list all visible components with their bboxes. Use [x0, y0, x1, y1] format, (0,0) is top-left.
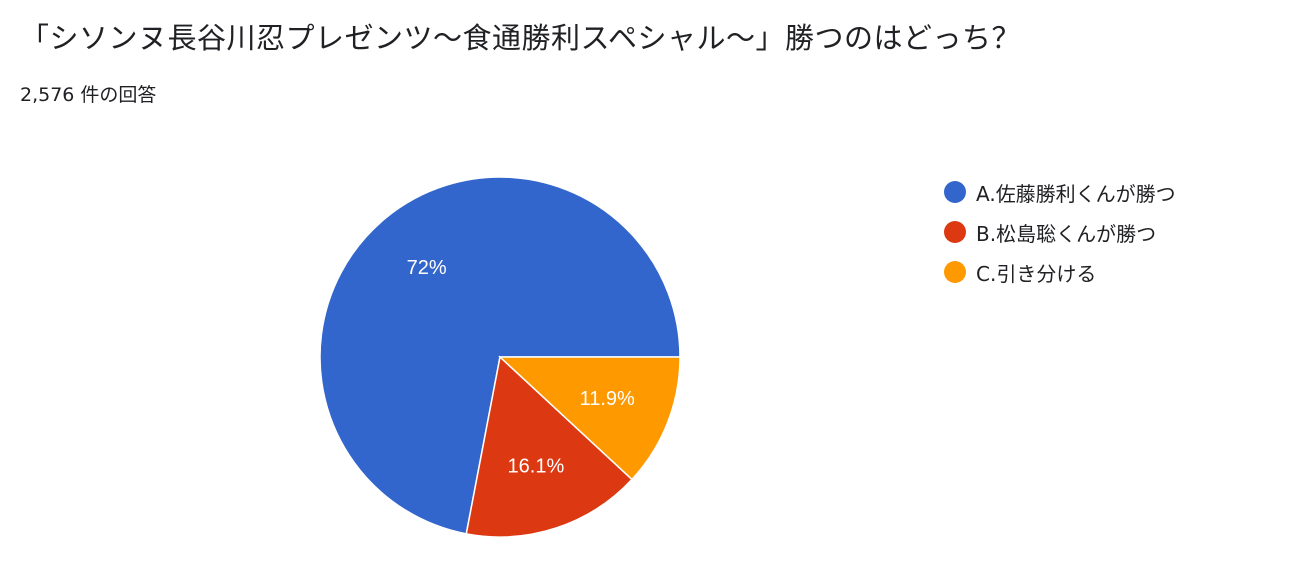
pie-slice-c[interactable] — [498, 356, 681, 481]
chart-title: 「シソンヌ長谷川忍プレゼンツ〜食通勝利スペシャル〜」勝つのはどっち？ — [20, 21, 1021, 55]
slice-label-a: 72% — [407, 257, 447, 279]
legend-marker-b — [944, 221, 966, 243]
legend-item-c[interactable]: C.引き分ける — [944, 252, 1176, 292]
legend-item-b[interactable]: B.松島聡くんが勝つ — [944, 212, 1176, 252]
response-count: 2,576 件の回答 — [20, 84, 157, 106]
legend-item-a[interactable]: A.佐藤勝利くんが勝つ — [944, 172, 1176, 212]
slice-label-b: 16.1% — [508, 455, 565, 477]
pie-slice-a[interactable] — [319, 176, 681, 535]
legend-label-a: A.佐藤勝利くんが勝つ — [976, 181, 1176, 206]
legend-marker-a — [944, 181, 966, 203]
pie-slice-b[interactable] — [465, 355, 634, 538]
legend-marker-c — [944, 261, 966, 283]
legend-label-c: C.引き分ける — [976, 261, 1097, 286]
slice-label-c: 11.9% — [580, 388, 635, 410]
chart-legend: A.佐藤勝利くんが勝つ B.松島聡くんが勝つ C.引き分ける — [944, 172, 1176, 292]
legend-label-b: B.松島聡くんが勝つ — [976, 221, 1157, 246]
